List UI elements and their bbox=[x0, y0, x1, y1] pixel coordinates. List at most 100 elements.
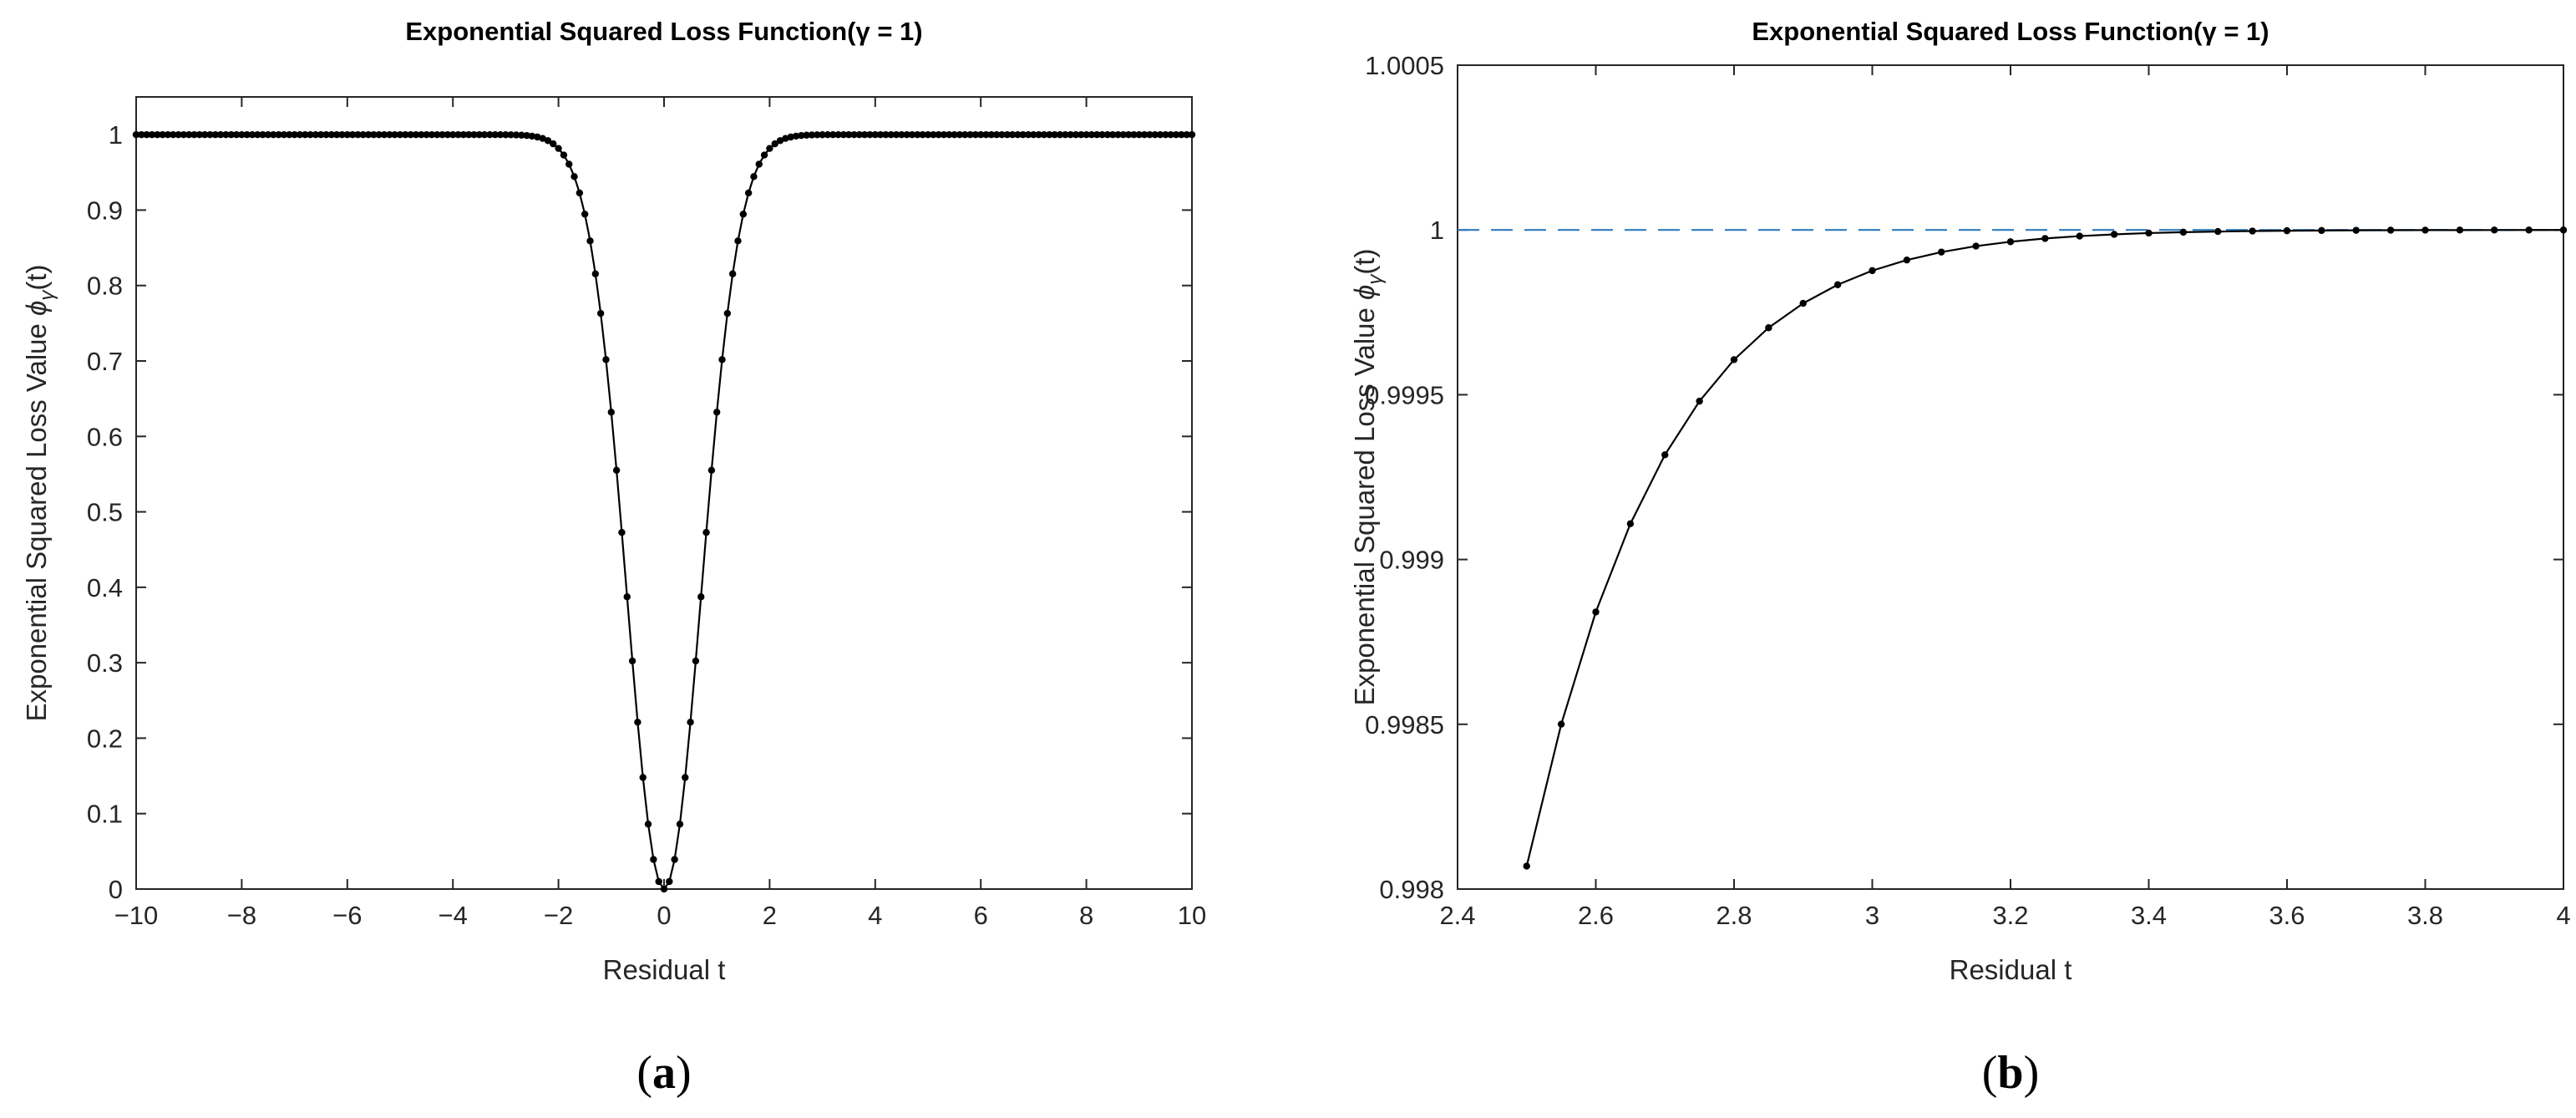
x-tick-labels-a: −10 −8 −6 −4 −2 0 2 4 6 8 10 bbox=[114, 901, 1207, 930]
data-point bbox=[2352, 226, 2360, 234]
data-point bbox=[914, 130, 921, 139]
caption-open-paren-a: ( bbox=[636, 1047, 652, 1099]
data-point bbox=[2041, 235, 2049, 242]
data-point bbox=[216, 130, 225, 139]
data-point bbox=[998, 130, 1006, 139]
data-point bbox=[1093, 130, 1101, 139]
data-point bbox=[338, 130, 346, 139]
data-point bbox=[697, 593, 705, 601]
data-point bbox=[882, 130, 890, 139]
data-point bbox=[206, 130, 214, 139]
data-point bbox=[860, 130, 869, 139]
data-point bbox=[782, 135, 789, 142]
data-point bbox=[159, 130, 166, 139]
data-point bbox=[449, 130, 457, 139]
y-tick-label: 0.2 bbox=[87, 724, 123, 753]
data-point bbox=[1523, 862, 1530, 870]
data-point bbox=[776, 137, 784, 145]
x-tick-label: 3.2 bbox=[1992, 901, 2028, 930]
data-point bbox=[839, 130, 848, 139]
data-point bbox=[1024, 130, 1032, 139]
data-point bbox=[1188, 130, 1196, 139]
caption-open-paren-b: ( bbox=[1982, 1047, 1998, 1099]
caption-close-paren-a: ) bbox=[676, 1047, 692, 1099]
data-point bbox=[1765, 324, 1772, 332]
data-point bbox=[364, 130, 373, 139]
x-tick-label: 3.8 bbox=[2407, 901, 2443, 930]
data-point bbox=[211, 130, 219, 139]
data-point bbox=[2525, 226, 2533, 234]
caption-close-paren-b: ) bbox=[2024, 1047, 2040, 1099]
data-point bbox=[280, 130, 288, 139]
data-point bbox=[814, 131, 821, 139]
data-point bbox=[317, 130, 325, 139]
data-point bbox=[1162, 130, 1169, 139]
data-point bbox=[232, 130, 241, 139]
data-point bbox=[892, 130, 900, 139]
data-point bbox=[692, 657, 700, 665]
data-point bbox=[1062, 130, 1069, 139]
data-markers-a bbox=[132, 130, 1196, 893]
data-point bbox=[739, 211, 747, 218]
data-point bbox=[586, 237, 594, 245]
data-point bbox=[946, 130, 953, 139]
x-tick-label: −10 bbox=[114, 901, 159, 930]
data-point bbox=[275, 130, 282, 139]
data-point bbox=[871, 130, 880, 139]
data-point bbox=[919, 130, 926, 139]
data-point bbox=[829, 130, 837, 139]
data-point bbox=[1140, 130, 1149, 139]
x-tick-label: −2 bbox=[544, 901, 573, 930]
data-point bbox=[407, 130, 414, 139]
x-tick-label: 2 bbox=[763, 901, 777, 930]
data-point bbox=[1903, 256, 1911, 264]
y-tick-label: 0.4 bbox=[87, 573, 123, 602]
x-tick-label: 3 bbox=[1865, 901, 1879, 930]
data-point bbox=[1696, 397, 1703, 405]
data-point bbox=[380, 130, 388, 139]
data-point bbox=[1067, 130, 1074, 139]
data-point bbox=[227, 130, 235, 139]
data-point bbox=[660, 885, 668, 893]
data-point bbox=[264, 130, 272, 139]
data-point bbox=[702, 529, 710, 536]
x-tick-label: −4 bbox=[439, 901, 468, 930]
data-point bbox=[270, 130, 277, 139]
caption-letter-a: a bbox=[652, 1047, 676, 1099]
x-tick-label: 0 bbox=[657, 901, 671, 930]
data-point bbox=[475, 130, 483, 139]
data-point bbox=[180, 130, 188, 139]
data-point bbox=[707, 466, 716, 474]
data-point bbox=[908, 130, 916, 139]
tick-marks-a bbox=[135, 97, 1193, 890]
data-point bbox=[132, 130, 140, 139]
chart-panel-b: 2.4 2.6 2.8 3 3.2 3.4 3.6 3.8 4 0.998 0.9985 0.999… bbox=[1349, 17, 2571, 1099]
data-point bbox=[845, 130, 853, 139]
data-point bbox=[307, 130, 314, 139]
x-axis-label-b: Residual t bbox=[1950, 954, 2072, 985]
data-point bbox=[170, 130, 177, 139]
data-point bbox=[1046, 130, 1053, 139]
data-point bbox=[634, 719, 641, 726]
data-point bbox=[834, 130, 842, 139]
data-point bbox=[302, 130, 309, 139]
data-point bbox=[940, 130, 948, 139]
data-point bbox=[819, 131, 826, 139]
data-point bbox=[2386, 226, 2395, 234]
data-point bbox=[1040, 130, 1048, 139]
data-point bbox=[982, 130, 990, 139]
data-point bbox=[195, 130, 204, 139]
data-point bbox=[961, 130, 969, 139]
data-point bbox=[502, 131, 510, 139]
data-point bbox=[359, 130, 367, 139]
data-point bbox=[1156, 130, 1164, 139]
data-point bbox=[596, 309, 605, 318]
data-point bbox=[148, 130, 156, 139]
data-point bbox=[286, 130, 293, 139]
data-point bbox=[348, 130, 357, 139]
x-tick-label: −6 bbox=[332, 901, 362, 930]
data-point bbox=[728, 270, 737, 277]
x-tick-label: 3.6 bbox=[2269, 901, 2305, 930]
data-point bbox=[418, 130, 425, 139]
data-point bbox=[671, 856, 678, 863]
